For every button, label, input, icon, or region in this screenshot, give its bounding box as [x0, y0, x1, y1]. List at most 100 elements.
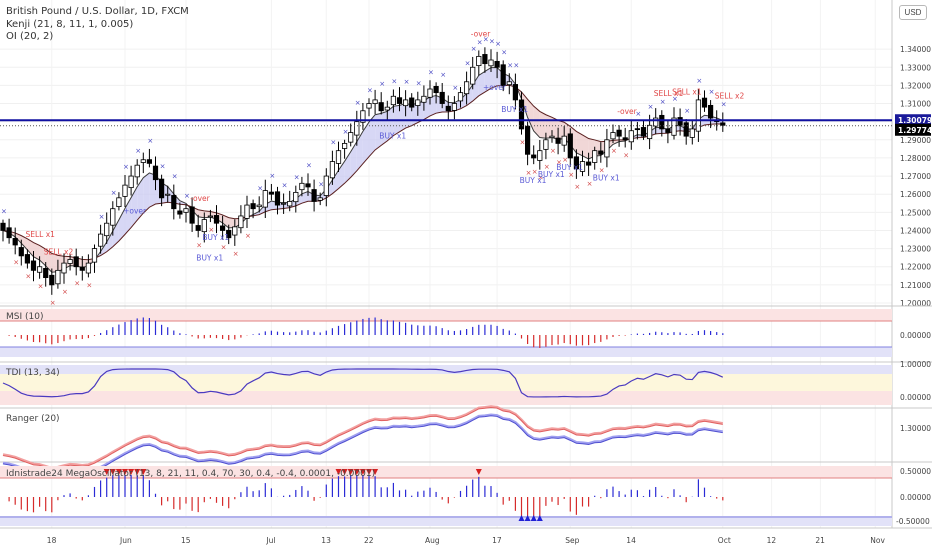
kenji-cloud-segment	[332, 170, 339, 194]
trend-marker: ×	[709, 88, 715, 96]
trend-marker: ×	[550, 147, 556, 155]
trend-marker: ×	[574, 183, 580, 191]
mega-sell-arrow	[341, 469, 348, 475]
trend-marker: ×	[660, 98, 666, 106]
trend-marker: ×	[99, 213, 105, 221]
trend-marker: ×	[538, 174, 544, 182]
candle-body	[18, 247, 24, 257]
mega-buy-arrow	[518, 515, 525, 521]
candle-body	[647, 124, 653, 140]
candle-body	[421, 95, 427, 103]
kenji-cloud-segment	[545, 114, 552, 139]
price-tick-label: 1.32000	[900, 81, 931, 90]
kenji-cloud-segment	[51, 253, 58, 273]
kenji-cloud-segment	[131, 186, 138, 228]
mega-sell-arrow	[359, 469, 366, 475]
trend-marker: ×	[1, 208, 7, 216]
candle-body	[372, 99, 378, 105]
kenji-cloud-segment	[362, 122, 369, 164]
ranger-pane-legend[interactable]: Ranger (20)	[6, 414, 60, 424]
kenji-cloud-segment	[15, 232, 22, 244]
signal-label: SELL x1	[26, 230, 56, 239]
candle-body	[280, 202, 287, 205]
tdi-pane-legend[interactable]: TDI (13, 34)	[6, 368, 60, 378]
time-tick-label: 22	[364, 536, 374, 545]
oi-legend[interactable]: OI (20, 2)	[6, 31, 54, 42]
tdi-upper-band	[0, 365, 892, 374]
mega-sell-arrow	[128, 469, 135, 475]
price-tick-label: 1.23000	[900, 245, 931, 254]
kenji-cloud-segment	[558, 120, 565, 140]
msi-upper-band	[0, 309, 892, 321]
trend-marker: ×	[599, 167, 605, 175]
trend-marker: ×	[62, 288, 68, 296]
kenji-cloud-segment	[478, 71, 485, 96]
candle-body	[409, 97, 415, 108]
candle-body	[616, 129, 622, 137]
price-tick-label: 1.22000	[900, 263, 931, 272]
candle-body	[207, 215, 213, 218]
signal-label: BUY x1	[196, 253, 223, 262]
time-tick-label: Jun	[119, 536, 132, 545]
candle-body	[555, 137, 561, 144]
symbol-legend[interactable]: British Pound / U.S. Dollar, 1D, FXCM	[6, 6, 189, 17]
mega-axis-label: 0.50000	[900, 467, 931, 476]
candle-body	[451, 103, 458, 111]
kenji-cloud-segment	[387, 106, 394, 141]
candle-body	[695, 99, 702, 132]
candle-body	[537, 150, 543, 161]
signal-label: BUY x1	[520, 176, 547, 185]
kenji-cloud-segment	[125, 197, 132, 235]
candle-body	[360, 110, 366, 123]
candle-body	[482, 54, 488, 65]
kenji-legend[interactable]: Kenji (21, 8, 11, 1, 0.005)	[6, 19, 134, 30]
candle-body	[311, 189, 317, 202]
trend-marker: ×	[532, 168, 538, 176]
candle-body	[610, 132, 616, 140]
candle-body	[268, 191, 275, 195]
price-tick-label: 1.31000	[900, 100, 931, 109]
candle-body	[104, 222, 110, 237]
candle-body	[396, 97, 403, 104]
mega-pane-legend[interactable]: Idnistrade24 MegaOscillator (13, 8, 21, …	[6, 469, 376, 479]
trend-marker: ×	[635, 110, 641, 118]
trend-marker: ×	[196, 241, 202, 249]
mega-sell-arrow	[109, 469, 116, 475]
mega-sell-arrow	[335, 469, 342, 475]
signal-label: SELL x2	[44, 247, 74, 256]
price-tick-label: 1.21000	[900, 281, 931, 290]
candle-body	[677, 117, 683, 126]
signal-label: BUY x1	[538, 170, 565, 179]
candle-body	[329, 161, 336, 179]
candle-body	[146, 159, 152, 164]
trend-marker: ×	[25, 273, 31, 281]
trend-marker: ×	[520, 139, 526, 147]
msi-pane-legend[interactable]: MSI (10)	[6, 312, 44, 322]
mega-sell-arrow	[372, 469, 379, 475]
trend-marker: ×	[477, 38, 483, 46]
kenji-cloud-segment	[369, 114, 376, 157]
trend-marker: ×	[343, 128, 349, 136]
trend-marker: ×	[294, 174, 300, 182]
trend-marker: ×	[269, 172, 275, 180]
trend-marker: ×	[568, 171, 574, 179]
trend-marker: ×	[684, 107, 690, 115]
candle-body	[598, 150, 604, 155]
last-price-text: 1.29774	[898, 126, 932, 135]
candle-body	[158, 178, 165, 199]
currency-button[interactable]: USD	[899, 5, 927, 20]
candle-body	[500, 64, 506, 86]
time-tick-label: Nov	[870, 536, 885, 545]
candle-body	[250, 203, 256, 210]
candle-body	[55, 269, 61, 285]
trend-marker: ×	[306, 161, 312, 169]
signal-label: -over	[471, 29, 491, 38]
trend-marker: ×	[587, 180, 593, 188]
candle-body	[445, 105, 451, 112]
time-tick-label: 12	[767, 536, 777, 545]
trend-marker: ×	[452, 84, 458, 92]
candle-body	[287, 201, 293, 207]
trend-marker: ×	[111, 189, 117, 197]
kenji-cloud-segment	[27, 238, 34, 257]
